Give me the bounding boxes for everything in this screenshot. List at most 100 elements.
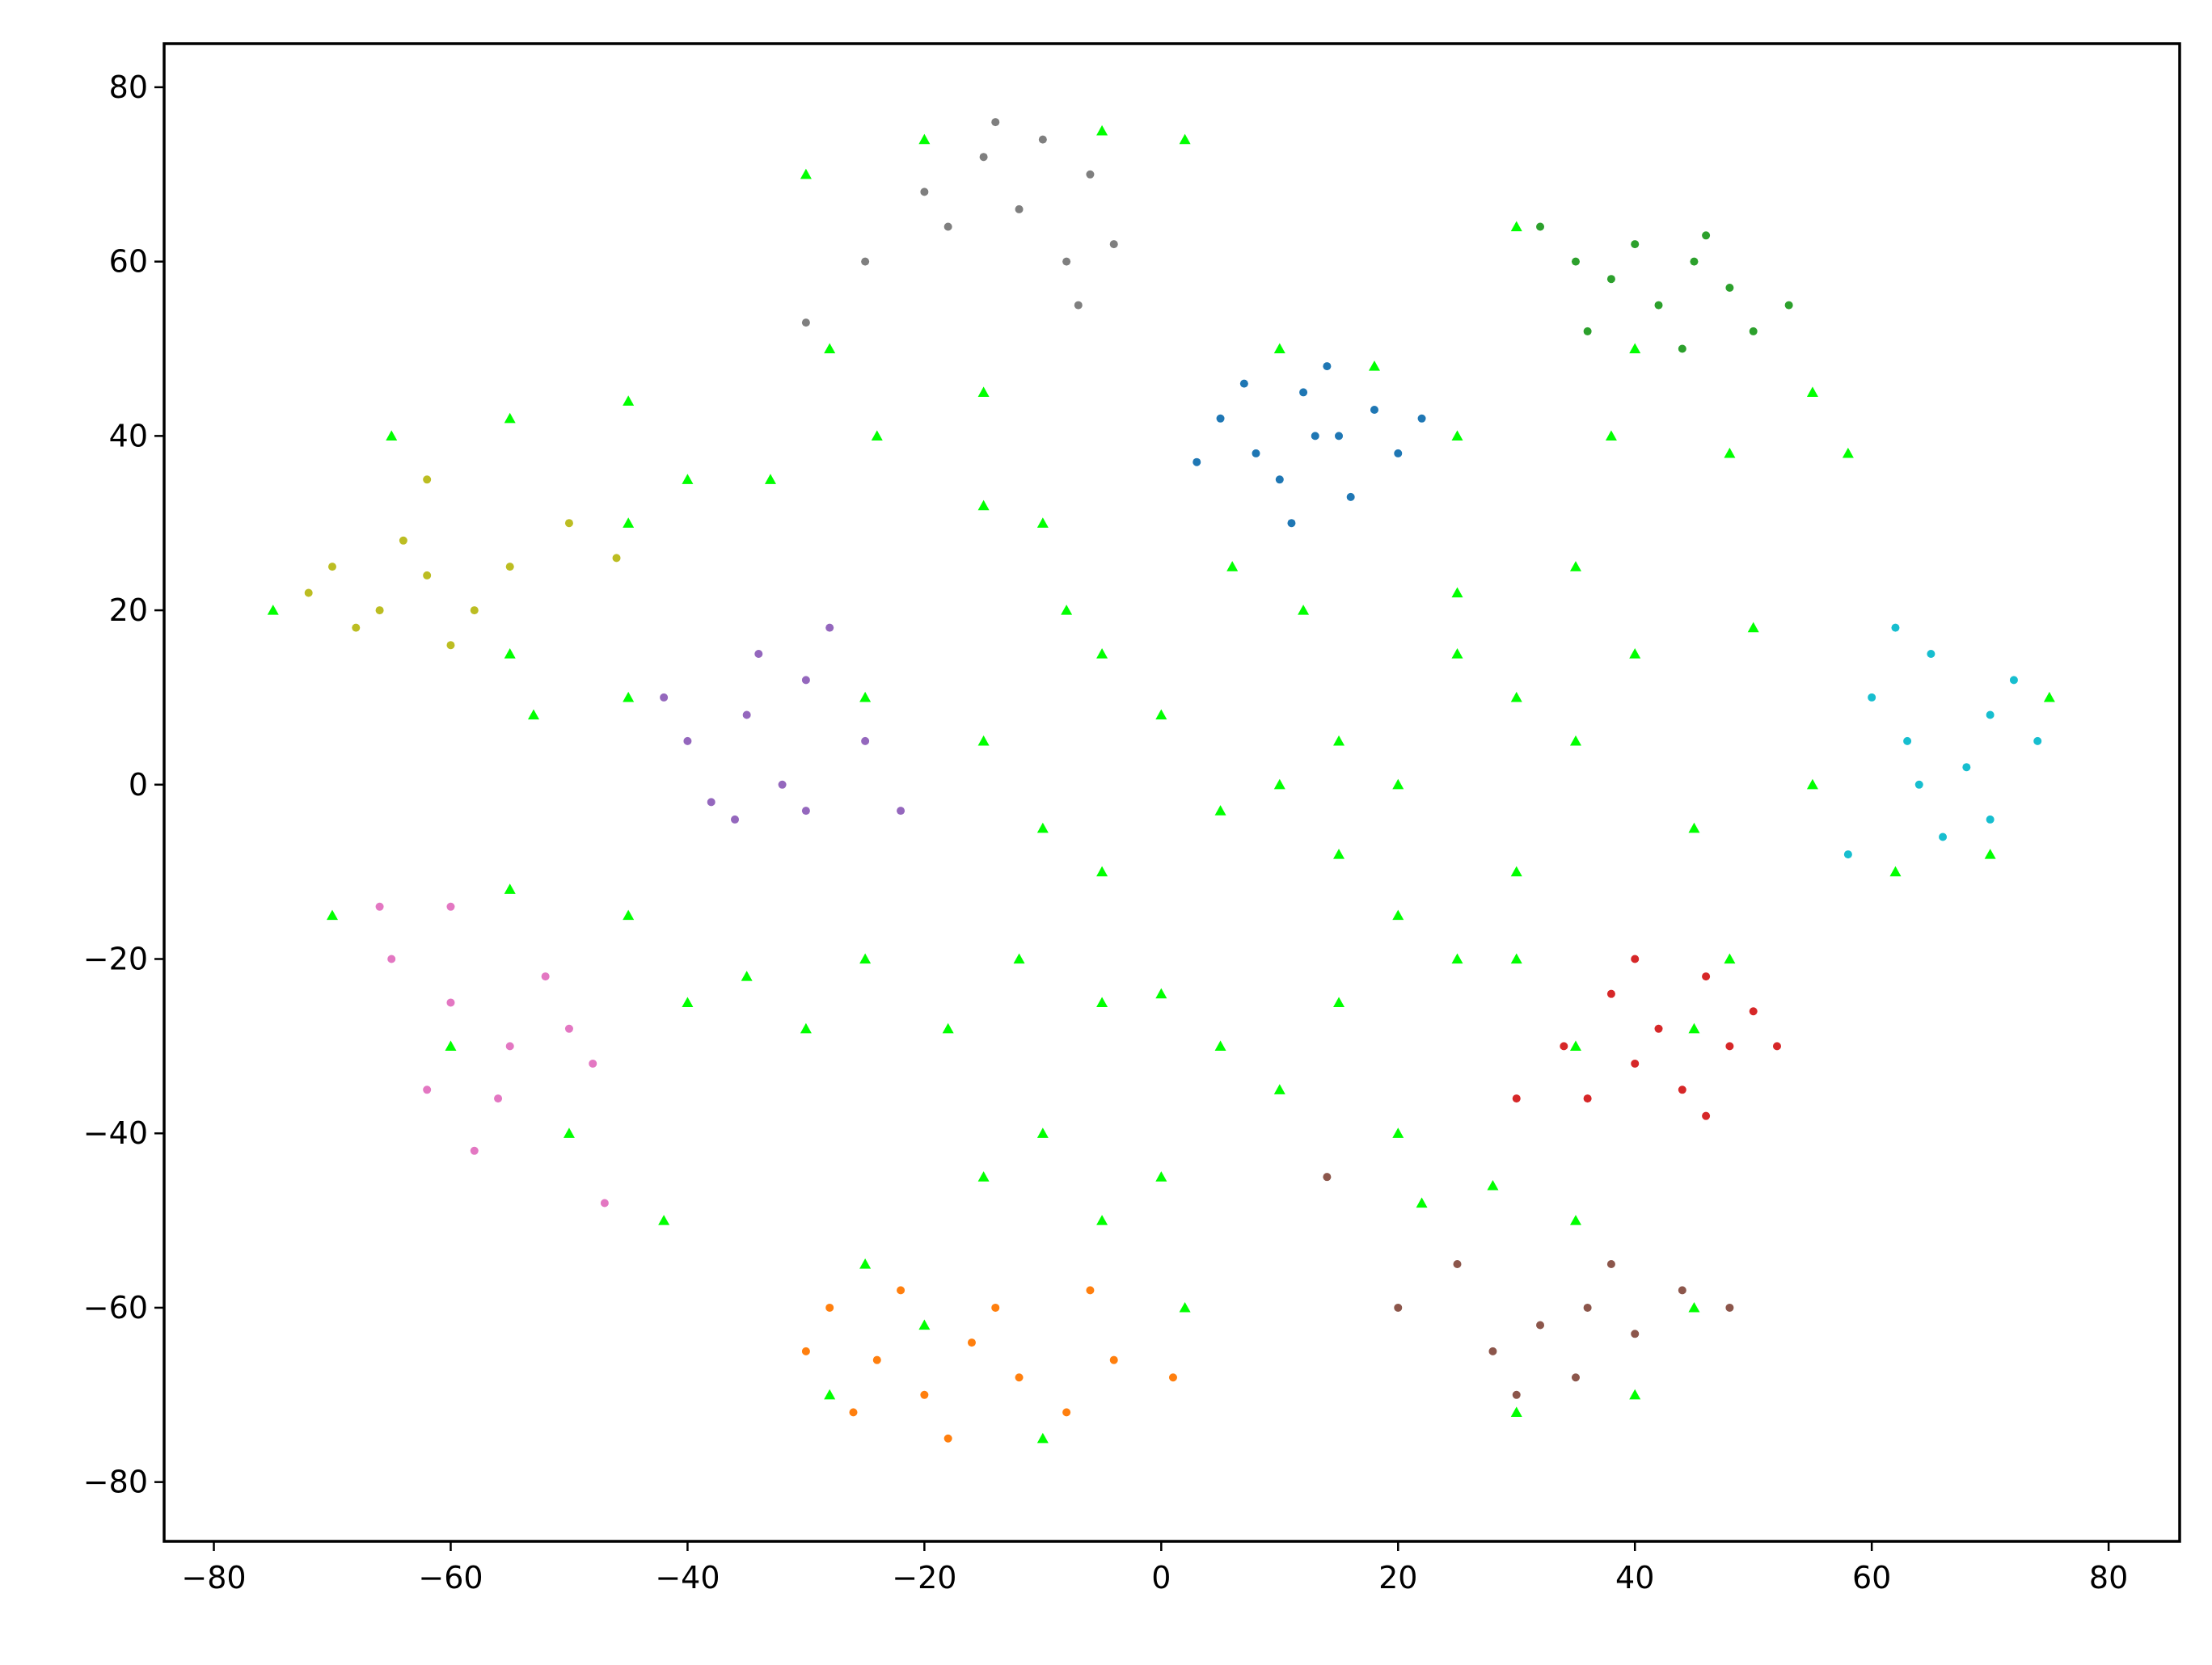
point <box>1631 955 1640 963</box>
point <box>1214 1040 1226 1051</box>
point <box>1252 449 1260 457</box>
point <box>541 972 550 981</box>
point <box>1086 170 1095 179</box>
point <box>1843 850 1852 859</box>
point <box>1560 1042 1568 1051</box>
point <box>304 588 313 597</box>
point <box>1155 1171 1167 1182</box>
point <box>1569 735 1581 746</box>
point <box>977 500 990 511</box>
point <box>352 623 361 632</box>
point <box>267 605 279 615</box>
point <box>778 780 787 789</box>
point <box>1678 1085 1686 1094</box>
point <box>707 798 716 807</box>
point <box>1724 953 1736 964</box>
point <box>658 1215 670 1225</box>
point <box>991 118 1000 127</box>
point <box>1273 778 1285 790</box>
point <box>375 606 384 615</box>
point <box>1583 327 1592 335</box>
point <box>445 1040 457 1051</box>
point <box>1749 1007 1758 1016</box>
point <box>1569 561 1581 571</box>
point <box>977 386 990 398</box>
point <box>1702 231 1711 240</box>
point <box>1036 1432 1049 1444</box>
point <box>1510 221 1522 232</box>
y-tick-label: 60 <box>109 244 148 280</box>
point <box>564 519 573 528</box>
point <box>505 563 514 571</box>
point <box>1239 379 1248 388</box>
point <box>825 1303 834 1312</box>
point <box>977 735 990 746</box>
point <box>800 1022 812 1034</box>
point <box>859 953 872 964</box>
point <box>1451 953 1463 964</box>
point <box>1451 587 1463 598</box>
point <box>1155 709 1167 720</box>
point <box>897 1286 905 1295</box>
point <box>2009 676 2018 685</box>
x-tick-label: 0 <box>1151 1560 1171 1595</box>
point <box>1451 648 1463 659</box>
point <box>1417 414 1426 423</box>
point <box>1346 492 1355 501</box>
point <box>1606 1260 1615 1269</box>
point <box>1914 780 1923 789</box>
point <box>1806 778 1818 790</box>
point <box>1226 561 1239 571</box>
x-tick-label: 40 <box>1615 1560 1654 1595</box>
y-tick-label: 80 <box>109 70 148 105</box>
point <box>1749 327 1758 335</box>
point <box>897 807 905 816</box>
point <box>920 188 929 196</box>
point <box>1086 1286 1095 1295</box>
point <box>327 563 336 571</box>
point <box>683 736 692 745</box>
point <box>1725 284 1734 293</box>
point <box>1392 909 1404 921</box>
point <box>1013 953 1025 964</box>
point <box>623 395 635 406</box>
point <box>1333 849 1345 859</box>
point <box>861 257 870 266</box>
point <box>918 133 931 145</box>
point <box>446 641 455 650</box>
point <box>1488 1347 1497 1355</box>
point <box>1629 648 1641 659</box>
point <box>1015 204 1024 213</box>
point <box>504 412 516 424</box>
point <box>801 318 810 327</box>
point <box>1096 997 1108 1008</box>
point <box>1299 388 1308 397</box>
point <box>1036 517 1049 528</box>
point <box>1453 1260 1462 1269</box>
plot-area <box>267 118 2055 1444</box>
point <box>1678 344 1686 353</box>
y-tick-label: −40 <box>83 1115 148 1151</box>
point <box>1772 1042 1781 1051</box>
point <box>504 883 516 894</box>
point <box>920 1390 929 1399</box>
point <box>2033 736 2042 745</box>
point <box>470 606 479 615</box>
point <box>1392 1128 1404 1138</box>
point <box>1536 1321 1545 1330</box>
point <box>1275 475 1284 484</box>
point <box>1606 275 1615 284</box>
point <box>1583 1094 1592 1103</box>
point <box>1155 988 1167 999</box>
point <box>1370 406 1378 415</box>
point <box>1394 449 1403 457</box>
point <box>1074 301 1083 310</box>
point <box>1702 1111 1711 1120</box>
point <box>1725 1042 1734 1051</box>
point <box>1889 866 1902 877</box>
point <box>1510 1406 1522 1417</box>
point <box>660 693 669 702</box>
point <box>1986 710 1995 719</box>
